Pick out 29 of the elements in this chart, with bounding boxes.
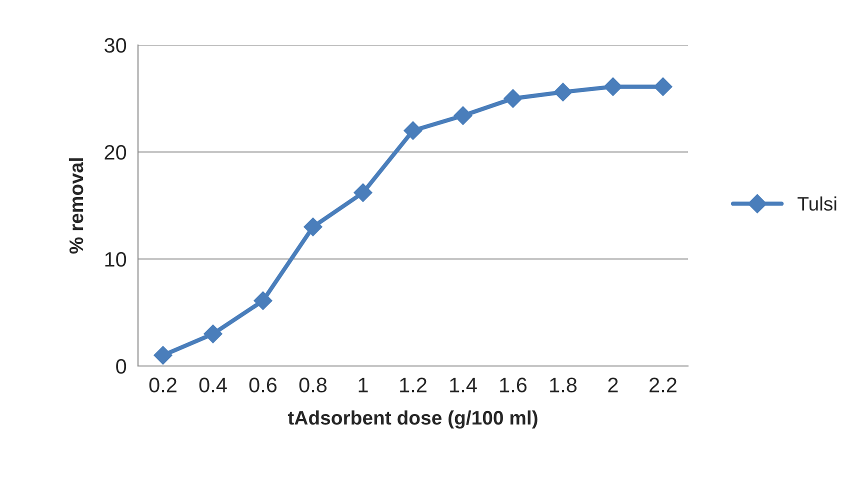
point bbox=[654, 77, 672, 96]
y-tick-label: 30 bbox=[104, 38, 126, 53]
x-tick-label: 0.4 bbox=[199, 378, 227, 392]
x-axis-title: tAdsorbent dose (g/100 ml) bbox=[288, 410, 538, 429]
x-tick-label: 1.6 bbox=[500, 378, 527, 392]
x-tick-label: 0.8 bbox=[299, 378, 327, 392]
y-tick-label: 20 bbox=[104, 145, 126, 160]
x-tick-label: 1.2 bbox=[400, 378, 426, 392]
point bbox=[404, 121, 422, 140]
x-tick-label: 2 bbox=[608, 378, 618, 392]
x-tick-label: 0.6 bbox=[249, 378, 277, 392]
point bbox=[354, 183, 372, 202]
point bbox=[504, 89, 522, 108]
point bbox=[154, 346, 172, 365]
x-tick-label: 1.4 bbox=[450, 378, 477, 392]
x-tick-label: 1 bbox=[358, 378, 368, 392]
y-tick-label: 10 bbox=[105, 252, 126, 267]
x-tick-label: 0.2 bbox=[149, 378, 176, 392]
legend-label: Tulsi bbox=[798, 196, 836, 211]
point bbox=[604, 77, 622, 96]
x-tick-label: 2.2 bbox=[650, 378, 676, 392]
point bbox=[554, 82, 572, 102]
y-axis-title: % removal bbox=[68, 158, 84, 254]
point bbox=[254, 291, 272, 310]
x-tick-label: 1.8 bbox=[550, 378, 577, 392]
point bbox=[454, 106, 472, 125]
point bbox=[204, 324, 222, 344]
y-tick-label: 0 bbox=[116, 359, 126, 374]
point bbox=[304, 218, 322, 236]
